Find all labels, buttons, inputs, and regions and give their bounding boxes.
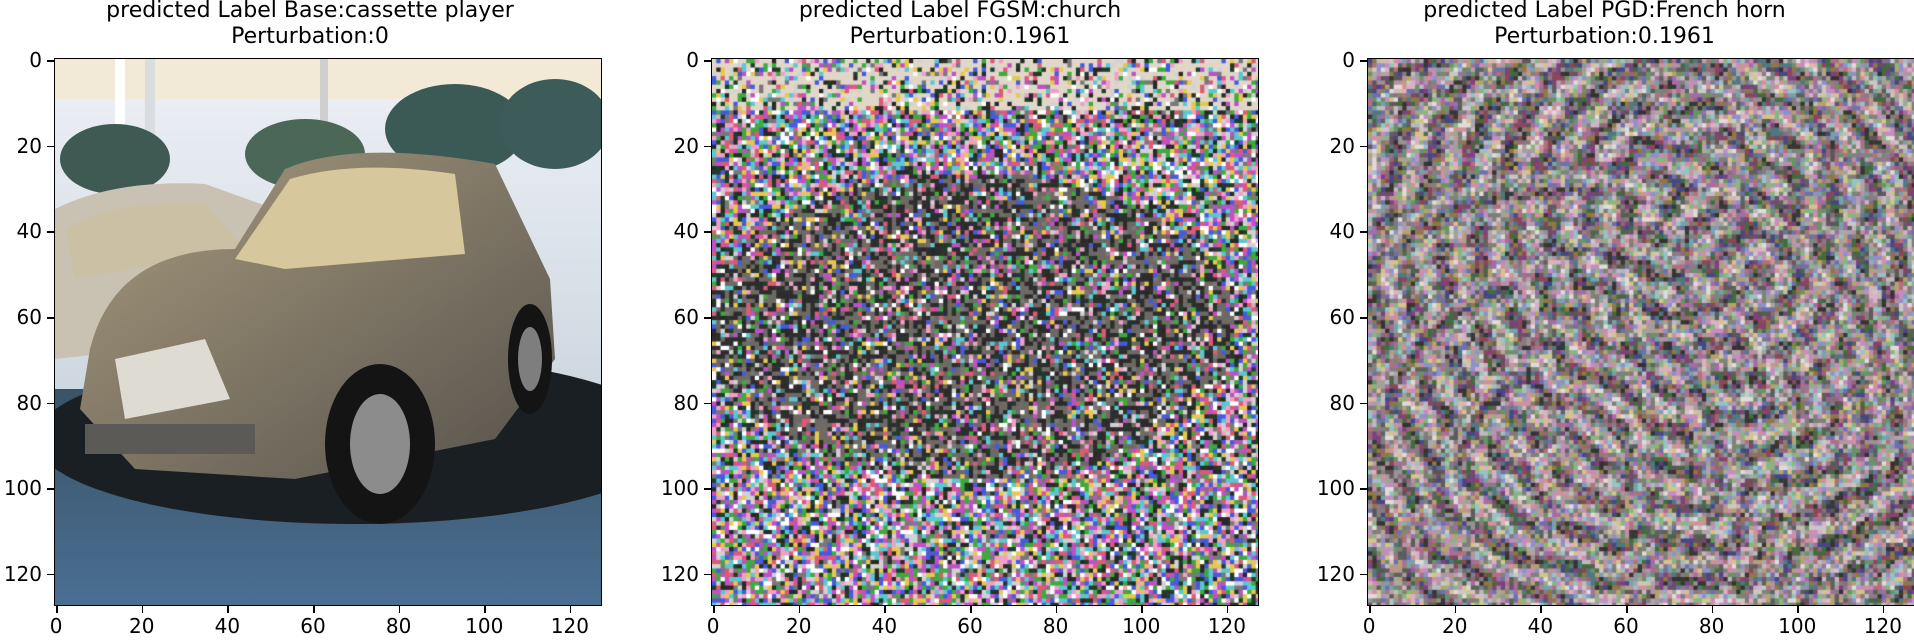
panel-title: predicted Label Base:cassette player [106,0,514,23]
car-image-clean [55,59,601,605]
x-tick-label: 40 [1527,614,1554,638]
x-tick-label: 60 [957,614,983,638]
x-tick-label: 0 [1362,614,1376,638]
pgd-adversarial-image [1368,59,1914,605]
y-tick [47,231,54,233]
y-tick [704,573,711,576]
y-tick [704,231,711,233]
x-tick-label: 100 [465,614,504,638]
y-tick-label: 80 [16,390,42,415]
y-tick-label: 0 [686,48,699,73]
y-tick-label: 20 [673,133,699,158]
y-tick [1360,402,1367,405]
y-tick-label: 40 [16,219,42,244]
panel-fgsm: predicted Label FGSM:church Perturbation… [640,0,1280,640]
x-tick-label: 80 [1042,614,1069,638]
y-tick [704,60,711,62]
y-tick-label: 40 [673,219,699,244]
x-tick-label: 40 [871,614,898,638]
y-tick-label: 120 [660,561,699,586]
y-tick-label: 100 [3,476,42,501]
x-tick [1711,606,1714,613]
y-tick-label: 60 [16,305,42,330]
y-tick-label: 100 [1316,476,1355,501]
y-tick [47,488,54,490]
x-tick-label: 80 [1698,614,1725,638]
y-tick [47,317,54,319]
x-tick [313,606,315,613]
y-tick [704,145,711,148]
y-tick-label: 120 [3,561,42,586]
panel-subtitle: Perturbation:0 [231,24,389,49]
x-tick [884,606,886,613]
y-tick-label: 0 [1342,48,1355,73]
y-tick [1360,573,1367,576]
x-tick [1055,606,1058,613]
x-tick-label: 60 [1613,614,1639,638]
x-tick-label: 120 [550,614,589,638]
x-tick-label: 0 [706,614,720,638]
y-tick [704,488,711,490]
x-tick-label: 20 [129,614,155,638]
x-tick [484,606,486,613]
x-tick [56,606,58,613]
panel-title: predicted Label FGSM:church [798,0,1122,23]
y-tick [704,402,711,405]
fgsm-adversarial-image [712,59,1258,605]
panel-subtitle: Perturbation:0.1961 [1494,24,1715,49]
x-tick [227,606,229,613]
x-tick [798,606,801,613]
x-tick [141,606,144,613]
y-tick-label: 60 [673,305,699,330]
y-tick-label: 80 [1329,390,1355,415]
y-tick-label: 100 [660,476,699,501]
image-axes [711,58,1259,606]
image-axes [54,58,602,606]
x-tick [1141,606,1143,613]
x-tick [398,606,401,613]
x-tick [1882,606,1885,613]
y-tick-label: 80 [673,390,699,415]
x-tick-label: 20 [1442,614,1468,638]
y-tick [47,60,54,62]
x-tick [1797,606,1799,613]
x-tick-label: 100 [1122,614,1161,638]
y-tick [47,402,54,405]
x-tick [1369,606,1371,613]
y-tick [47,573,54,576]
x-tick [1540,606,1542,613]
y-tick [1360,488,1367,490]
x-tick-label: 120 [1863,614,1902,638]
x-tick-label: 60 [300,614,326,638]
x-tick [1226,606,1229,613]
y-tick [1360,60,1367,62]
panel-title: predicted Label PGD:French horn [1423,0,1786,23]
y-tick-label: 20 [16,133,42,158]
x-tick-label: 20 [786,614,812,638]
x-tick [713,606,715,613]
y-tick-label: 60 [1329,305,1355,330]
x-tick [1626,606,1628,613]
y-tick-label: 120 [1316,561,1355,586]
x-tick [970,606,972,613]
panel-subtitle: Perturbation:0.1961 [849,24,1071,49]
y-tick [1360,317,1367,319]
y-tick-label: 0 [29,48,42,73]
panel-pgd: predicted Label PGD:French horn Perturba… [1295,0,1914,640]
y-tick [704,317,711,319]
panel-base: predicted Label Base:cassette player Per… [0,0,620,640]
x-tick-label: 40 [214,614,241,638]
image-axes [1367,58,1914,606]
y-tick-label: 40 [1329,219,1355,244]
y-tick-label: 20 [1329,133,1355,158]
x-tick [1454,606,1457,613]
y-tick [47,145,54,148]
x-tick-label: 100 [1778,614,1817,638]
x-tick-label: 120 [1207,614,1246,638]
x-tick-label: 80 [385,614,412,638]
x-tick [569,606,572,613]
y-tick [1360,145,1367,148]
x-tick-label: 0 [49,614,63,638]
y-tick [1360,231,1367,233]
